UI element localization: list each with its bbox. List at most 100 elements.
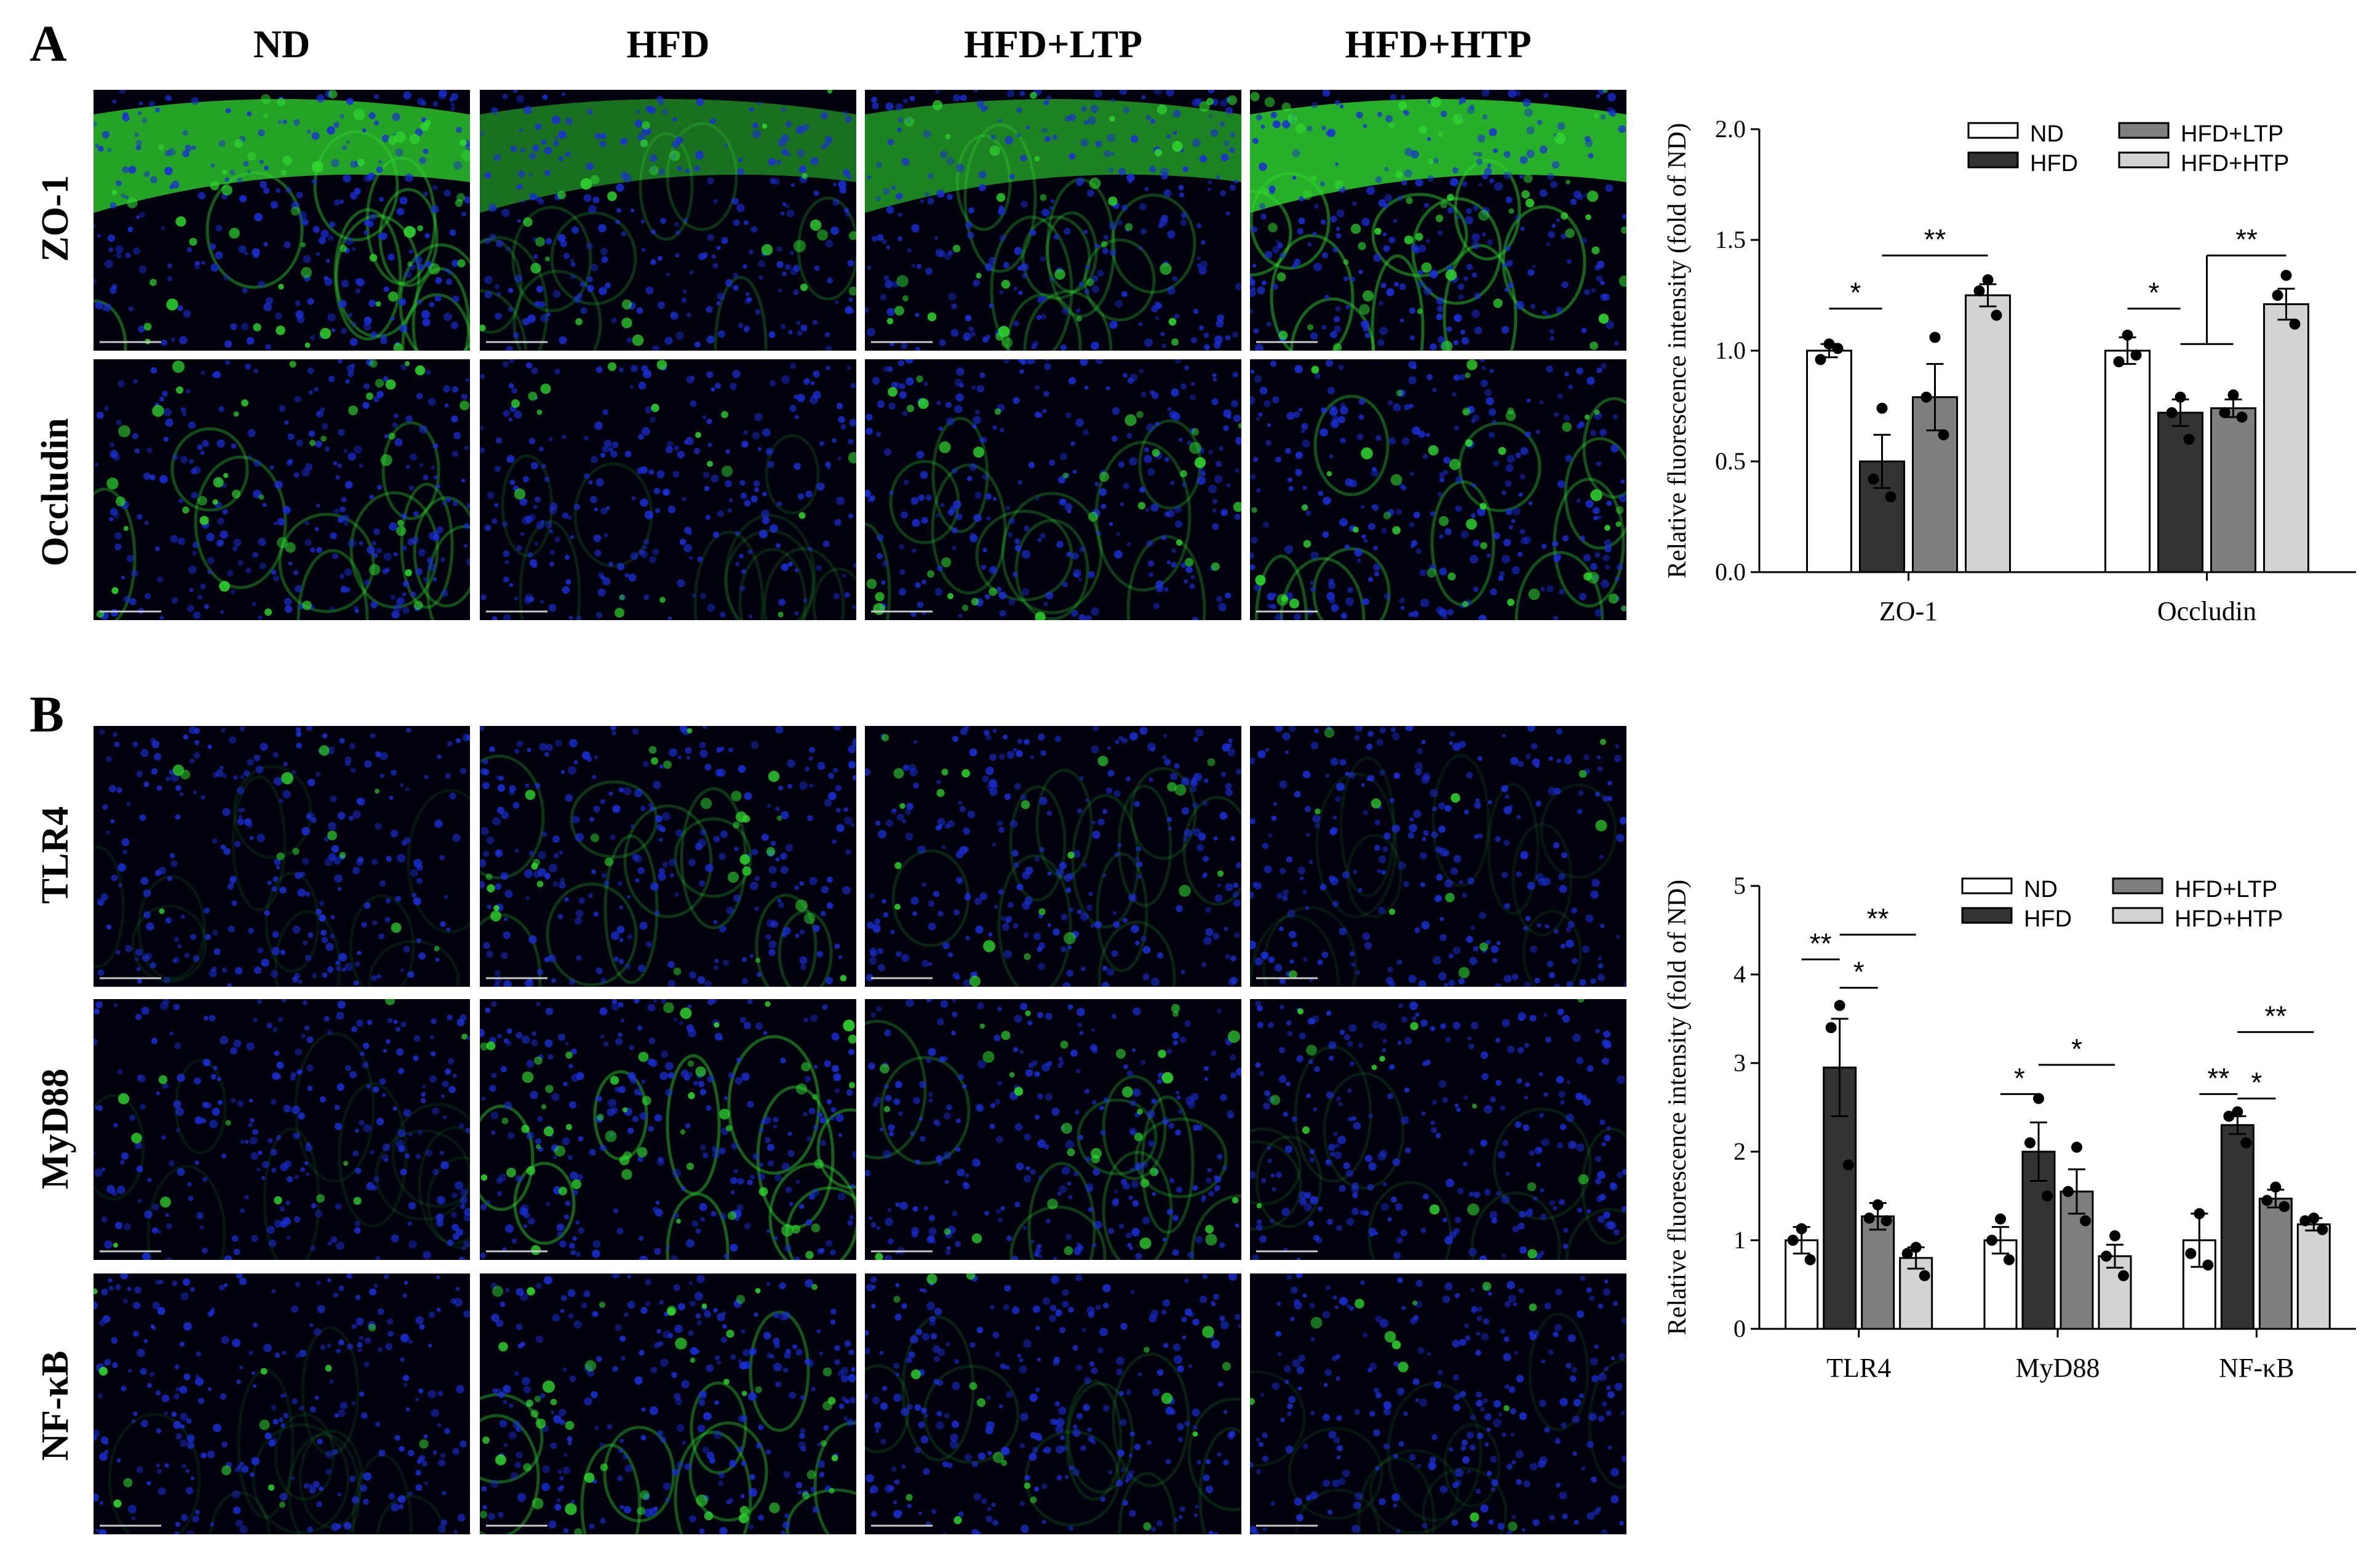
data-point — [2223, 1110, 2235, 1122]
data-point — [2202, 1259, 2214, 1271]
legend-swatch-HFD — [1967, 151, 2019, 169]
data-point — [2109, 1230, 2120, 1241]
data-point — [2240, 1137, 2252, 1149]
data-point — [1872, 1199, 1884, 1211]
legend-swatch-ND — [1967, 122, 2019, 139]
legend-label-HFD: HFD — [2024, 906, 2072, 932]
panel-b-label: B — [30, 686, 65, 743]
data-point — [1787, 1235, 1799, 1246]
x-tick-label-NF-κB: NF-κB — [2219, 1353, 2294, 1383]
data-point — [1986, 1235, 1997, 1246]
data-point — [2024, 1137, 2036, 1149]
micrograph-occludin-hfd — [480, 359, 856, 620]
y-tick-label: 2.0 — [1715, 115, 1746, 143]
data-point — [1929, 332, 1941, 343]
significance-mark: * — [2149, 277, 2160, 309]
bar-HFD+LTP-NF-κB — [2258, 1197, 2293, 1330]
column-header-hfd-htp: HFD+HTP — [1345, 22, 1532, 66]
row-label-zo1: ZO-1 — [34, 175, 76, 262]
data-point — [1834, 1000, 1845, 1011]
x-tick-label-MyD88: MyD88 — [2016, 1353, 2100, 1383]
data-point — [1910, 1241, 1922, 1253]
legend-label-HFD+HTP: HFD+HTP — [2175, 906, 2283, 932]
bar-HFD+HTP-ZO-1 — [1965, 294, 2011, 573]
data-point — [2183, 434, 2195, 445]
micrograph-tlr4-hfd — [480, 726, 856, 987]
data-point — [1991, 309, 2002, 321]
data-point — [2272, 290, 2283, 301]
bar-HFD+LTP-TLR4 — [1861, 1215, 1895, 1330]
data-point — [2317, 1224, 2328, 1235]
y-tick-label: 0.5 — [1715, 447, 1746, 475]
data-point — [2175, 391, 2186, 403]
micrograph-nfb-hfdltp — [865, 1273, 1241, 1534]
bar-ND-ZO-1 — [1806, 349, 1852, 573]
data-point — [1919, 1270, 1930, 1281]
micrograph-tlr4-hfdhtp — [1250, 726, 1626, 987]
significance-mark: ** — [1810, 928, 1832, 960]
data-point — [2236, 412, 2248, 423]
micrograph-occludin-hfdltp — [865, 359, 1241, 620]
data-point — [2101, 1250, 2112, 1262]
row-label-occludin: Occludin — [34, 418, 76, 567]
significance-mark: ** — [2235, 223, 2258, 255]
legend-label-HFD+LTP: HFD+LTP — [2175, 877, 2277, 903]
legend-label-HFD: HFD — [2030, 151, 2078, 177]
x-tick-label-ZO-1: ZO-1 — [1879, 596, 1938, 626]
data-point — [2261, 1195, 2273, 1206]
micrograph-nfb-hfd — [480, 1273, 856, 1534]
legend-swatch-HFD+LTP — [2118, 122, 2170, 139]
legend-label-ND: ND — [2030, 121, 2064, 147]
data-point — [2113, 356, 2125, 367]
y-tick-label: 4 — [1733, 960, 1746, 988]
data-point — [2130, 349, 2142, 361]
row-label-nfkb: NF-κB — [34, 1350, 76, 1461]
micrograph-nfb-hfdhtp — [1250, 1273, 1626, 1534]
row-label-tlr4: TLR4 — [34, 806, 76, 904]
chart-inflammatory-pathway: 0 1 2 3 4 5 Relative fluorescence intensity (f… — [1663, 872, 2356, 1383]
micrograph-myd88-hfdltp — [865, 999, 1241, 1260]
significance-mark: ** — [1924, 223, 1946, 255]
bar-HFD-MyD88 — [2021, 1150, 2056, 1330]
y-tick-label: 1.0 — [1715, 337, 1746, 364]
legend-swatch-HFD+HTP — [2112, 907, 2163, 924]
micrograph-zo1-hfdhtp — [1250, 90, 1626, 351]
data-point — [2118, 1270, 2129, 1281]
y-tick-label: 1.5 — [1715, 226, 1746, 253]
data-point — [2185, 1248, 2197, 1259]
data-point — [1796, 1223, 1807, 1235]
y-tick-label: 1 — [1733, 1226, 1746, 1254]
data-point — [2270, 1181, 2282, 1193]
significance-mark: * — [1853, 956, 1865, 988]
column-header-hfd-ltp: HFD+LTP — [963, 22, 1143, 66]
micrograph-zo1-hfd — [480, 90, 856, 351]
bar-HFD+HTP-NF-κB — [2296, 1223, 2331, 1330]
bar-HFD+HTP-Occludin — [2263, 303, 2309, 573]
data-point — [1995, 1213, 2006, 1225]
x-tick-label-TLR4: TLR4 — [1826, 1353, 1891, 1383]
column-header-hfd: HFD — [626, 22, 710, 66]
micrograph-tlr4-nd — [94, 726, 470, 987]
significance-mark: * — [2071, 1033, 2082, 1065]
micrograph-zo1-hfdltp — [865, 90, 1241, 351]
data-point — [2232, 1106, 2243, 1118]
row-label-myd88: MyD88 — [34, 1068, 76, 1190]
bar-ND-MyD88 — [1983, 1239, 2018, 1330]
x-tick-label-Occludin: Occludin — [2157, 596, 2256, 626]
y-axis-title: Relative fluorescence intensity (fold of… — [1663, 880, 1692, 1336]
data-point — [2289, 318, 2301, 330]
data-point — [2308, 1213, 2320, 1224]
data-point — [1868, 473, 1879, 485]
micrograph-occludin-nd — [94, 359, 470, 620]
bar-HFD+HTP-TLR4 — [1899, 1257, 1933, 1330]
data-point — [1885, 491, 1896, 503]
data-point — [2219, 407, 2231, 418]
significance-mark: ** — [2207, 1062, 2229, 1094]
bar-ND-Occludin — [2104, 349, 2151, 573]
significance-mark: ** — [1867, 903, 1889, 934]
significance-mark: * — [2014, 1062, 2025, 1094]
y-tick-label: 0 — [1733, 1315, 1746, 1342]
y-tick-label: 0.0 — [1715, 558, 1746, 586]
column-header-nd: ND — [253, 22, 311, 66]
bar-HFD-NF-κB — [2220, 1124, 2255, 1330]
